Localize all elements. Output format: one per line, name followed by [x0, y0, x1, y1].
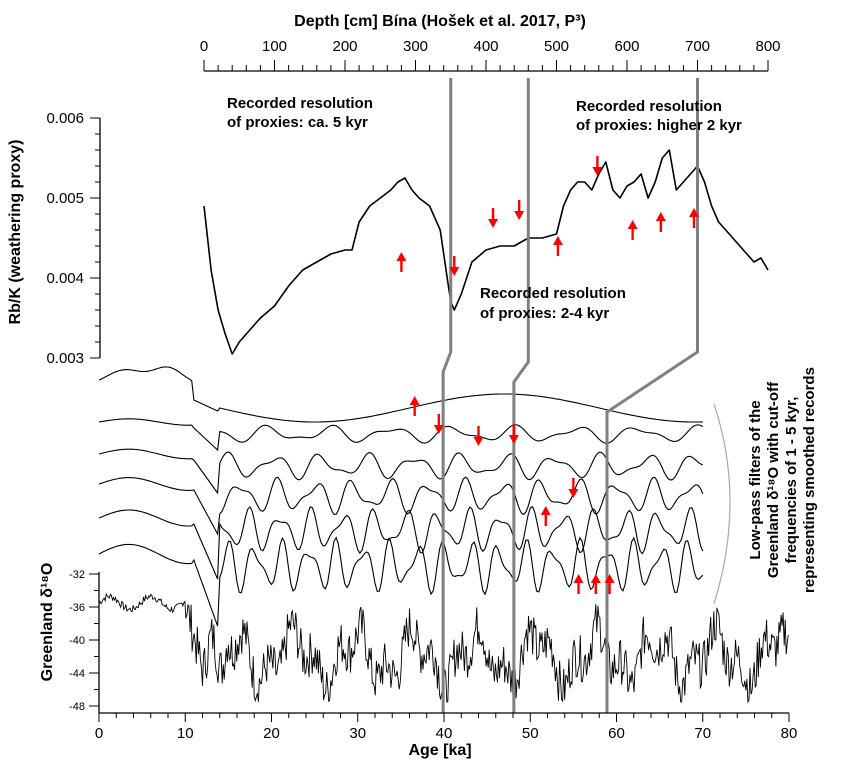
filter-line-1: [98, 366, 703, 423]
filter-line-4: [98, 476, 704, 536]
rbk-arrow-3: [488, 219, 499, 228]
x-tick-label: 0: [95, 725, 103, 742]
x-tick-label: 10: [177, 725, 194, 742]
plot-lines: [98, 78, 789, 713]
rbk-arrow-2: [449, 267, 460, 276]
annotation-2-line-2: of proxies: higher 2 kyr: [576, 117, 742, 134]
annotation-2-line-1: Recorded resolution: [576, 98, 722, 115]
rbk-line: [203, 149, 769, 355]
filter-arrow-6: [568, 489, 579, 498]
axes: 0 100 200 300 400 500 600 700 800 0 10 20 30 40 50 60 70…: [46, 38, 797, 742]
d18o-tick-label: -40: [69, 635, 85, 647]
top-tick-label: 700: [685, 38, 710, 55]
rbk-arrow-5: [552, 236, 563, 245]
rbk-arrow-8: [655, 212, 666, 221]
filters-label-line-4: representing smoothed records: [801, 367, 818, 593]
filter-arrow-1: [409, 396, 420, 405]
filters-label-line-3: frequencies of 1 - 5 kyr,: [783, 397, 800, 564]
d18o-tick-label: -36: [69, 602, 85, 614]
annotation-1-line-2: of proxies: ca. 5 kyr: [227, 114, 368, 131]
guide-line-1: [441, 78, 453, 713]
rbk-tick-label: 0.006: [46, 110, 84, 127]
guide-line-2: [512, 78, 530, 713]
filter-arrow-7: [573, 574, 584, 583]
top-tick-label: 400: [473, 38, 498, 55]
filter-line-3: [98, 448, 704, 495]
x-tick-label: 80: [781, 725, 798, 742]
x-tick-label: 50: [522, 725, 539, 742]
top-tick-label: 0: [200, 38, 208, 55]
top-tick-label: 100: [262, 38, 287, 55]
rbk-arrow-1: [396, 252, 407, 261]
rbk-arrow-7: [627, 220, 638, 229]
top-tick-label: 500: [544, 38, 569, 55]
rbk-axis-label: Rb/K (weathering proxy): [7, 140, 24, 325]
filter-arrow-3: [473, 437, 484, 446]
x-tick-label: 70: [694, 725, 711, 742]
rbk-arrow-4: [514, 211, 525, 220]
annotation-1-line-1: Recorded resolution: [227, 95, 373, 112]
filters-label-line-2: Greenland δ¹⁸O with cut-off: [765, 381, 782, 578]
x-axis-label: Age [ka]: [408, 742, 471, 759]
d18o-tick-label: -48: [69, 701, 85, 713]
top-tick-label: 600: [614, 38, 639, 55]
rbk-tick-label: 0.004: [46, 270, 84, 287]
filter-arrow-8: [590, 574, 601, 583]
d18o-tick-label: -44: [69, 668, 85, 680]
arrows: [396, 156, 699, 594]
filter-line-2: [98, 418, 704, 452]
filter-arrow-4: [508, 435, 519, 444]
d18o-tick-label: -32: [69, 569, 85, 581]
x-tick-label: 40: [436, 725, 453, 742]
x-tick-label: 20: [263, 725, 280, 742]
rbk-tick-label: 0.005: [46, 190, 84, 207]
filters-label: Low-pass filters of the Greenland δ¹⁸O w…: [747, 367, 818, 593]
annotation-3-line-1: Recorded resolution: [480, 285, 626, 302]
annotation-3-line-2: of proxies: 2-4 kyr: [480, 305, 609, 322]
rbk-tick-label: 0.003: [46, 350, 84, 367]
d18o-axis-label: Greenland δ¹⁸O: [39, 563, 56, 682]
guide-line-3: [605, 78, 699, 713]
filter-line-5: [98, 505, 704, 580]
filter-arrow-9: [604, 574, 615, 583]
top-axis-label: Depth [cm] Bína (Hošek et al. 2017, P³): [294, 13, 586, 30]
filter-arrow-2: [433, 425, 444, 434]
x-tick-label: 30: [349, 725, 366, 742]
filters-bracket: [713, 403, 731, 605]
x-tick-label: 60: [608, 725, 625, 742]
rbk-arrow-6: [592, 167, 603, 176]
filter-line-6: [98, 536, 704, 627]
top-tick-label: 200: [332, 38, 357, 55]
filters-label-line-1: Low-pass filters of the: [747, 400, 764, 559]
top-tick-label: 300: [403, 38, 428, 55]
labels: Depth [cm] Bína (Hošek et al. 2017, P³) …: [7, 13, 818, 759]
filter-arrow-5: [540, 506, 551, 515]
rbk-arrow-9: [688, 208, 699, 217]
top-tick-label: 800: [755, 38, 780, 55]
